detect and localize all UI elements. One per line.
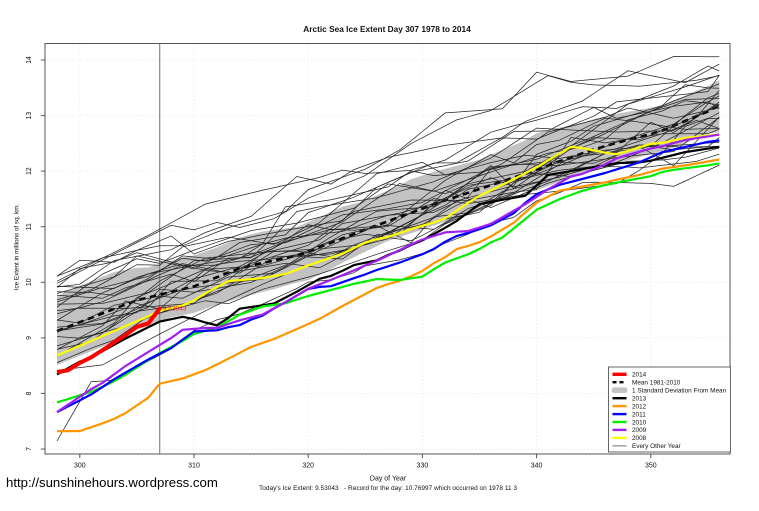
svg-text:1 Standard Deviation From Mean: 1 Standard Deviation From Mean	[632, 388, 727, 395]
svg-text:8: 8	[26, 391, 33, 395]
svg-text:340: 340	[531, 463, 543, 470]
svg-text:12: 12	[26, 167, 33, 175]
svg-text:300: 300	[74, 463, 86, 470]
svg-text:9.53043: 9.53043	[163, 306, 187, 313]
svg-text:14: 14	[26, 56, 33, 64]
svg-text:330: 330	[417, 463, 429, 470]
svg-text:Day of Year: Day of Year	[370, 476, 407, 483]
svg-text:9: 9	[26, 336, 33, 340]
svg-text:Arctic Sea Ice Extent Day 307: Arctic Sea Ice Extent Day 307 1978 to 20…	[303, 24, 471, 34]
svg-text:11: 11	[26, 223, 33, 230]
svg-text:Every Other Year: Every Other Year	[632, 443, 682, 450]
svg-text:350: 350	[645, 463, 657, 470]
svg-text:Mean 1981-2010: Mean 1981-2010	[632, 380, 681, 387]
svg-text:13: 13	[26, 112, 33, 120]
svg-text:Today's Ice Extent: 9.53043: Today's Ice Extent: 9.53043 - Record for…	[259, 485, 517, 492]
svg-text:2012: 2012	[632, 403, 647, 410]
svg-text:2014: 2014	[632, 372, 647, 379]
svg-text:2011: 2011	[632, 411, 646, 418]
svg-text:Ice Extent in millions of sq.: Ice Extent in millions of sq. km.	[14, 204, 21, 291]
svg-text:7: 7	[26, 447, 33, 451]
svg-text:2010: 2010	[632, 419, 647, 426]
svg-text:2008: 2008	[632, 435, 647, 442]
svg-text:2009: 2009	[632, 427, 647, 434]
svg-text:310: 310	[188, 463, 200, 470]
svg-text:320: 320	[302, 463, 314, 470]
svg-text:10: 10	[26, 278, 33, 286]
svg-text:2013: 2013	[632, 396, 647, 403]
svg-text:http://sunshinehours.wordpress: http://sunshinehours.wordpress.com	[6, 475, 218, 490]
